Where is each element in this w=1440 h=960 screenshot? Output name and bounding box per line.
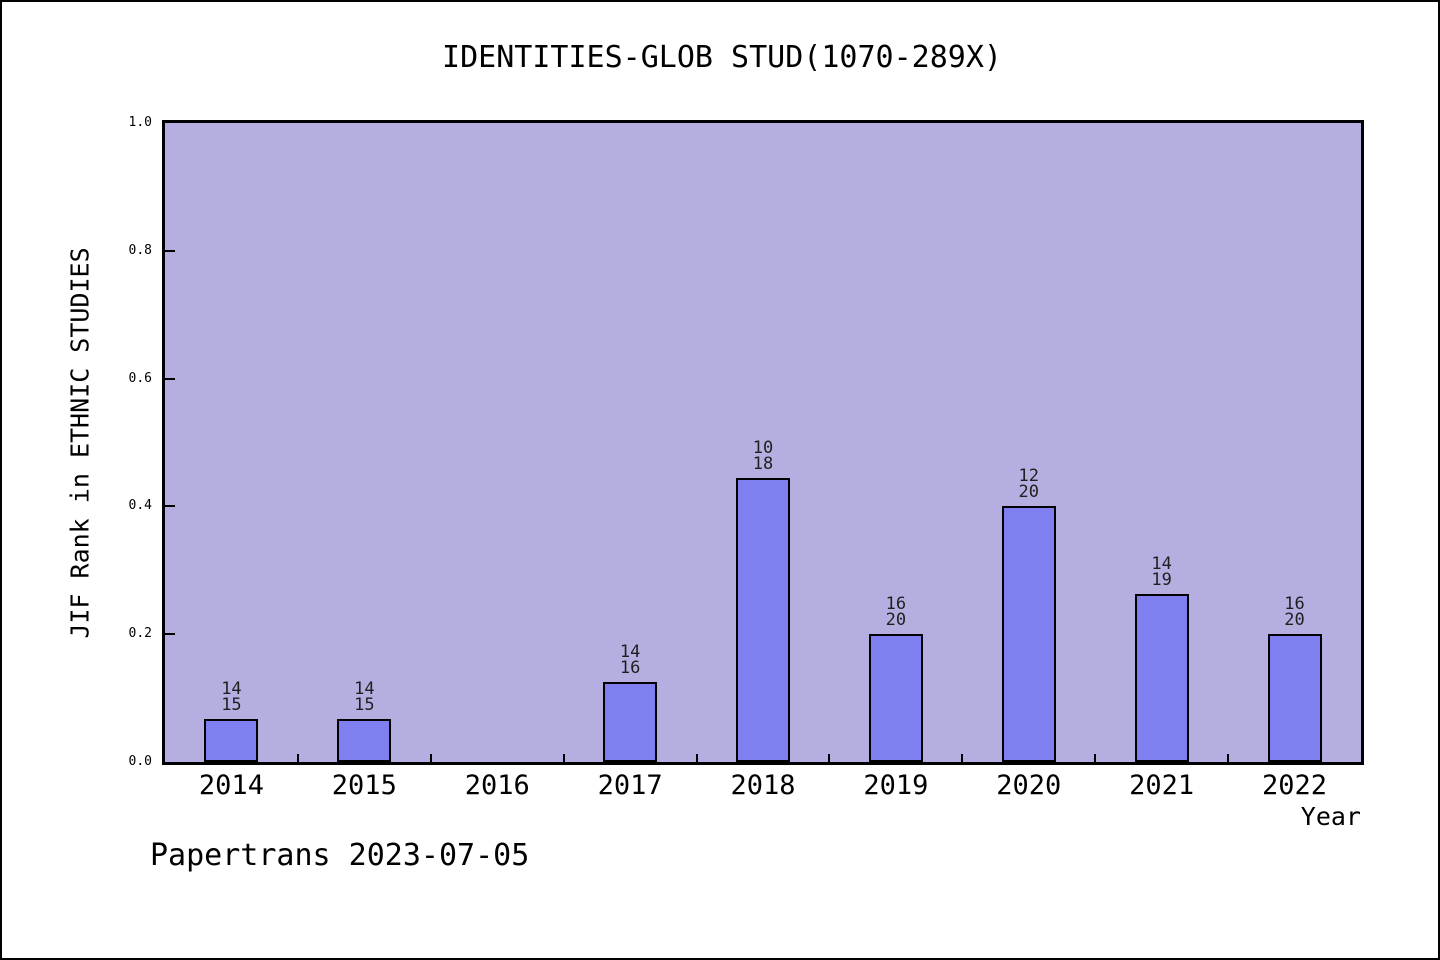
bar-annotation: 16 20 <box>1284 594 1305 630</box>
bar <box>337 719 391 762</box>
bar <box>869 634 923 762</box>
y-tick-label: 1.0 <box>128 115 152 130</box>
bar <box>1135 594 1189 762</box>
x-tick-label: 2019 <box>863 770 929 801</box>
bar-annotation: 16 20 <box>885 594 907 630</box>
x-tick-label: 2018 <box>730 770 796 801</box>
x-tick-label: 2014 <box>198 770 264 801</box>
x-tick-label: 2017 <box>597 770 663 801</box>
y-tick-mark <box>165 249 175 252</box>
x-tick-label: 2021 <box>1129 770 1195 801</box>
x-tick-label: 2015 <box>331 770 397 801</box>
y-tick-label: 0.0 <box>128 754 152 769</box>
bar <box>204 719 258 762</box>
x-tick-mark <box>1227 754 1230 762</box>
x-tick-mark <box>695 754 698 762</box>
x-axis-label: Year <box>1300 802 1361 831</box>
y-tick-mark <box>165 377 175 380</box>
bar <box>1002 506 1056 762</box>
chart-title: IDENTITIES-GLOB STUD(1070-289X) <box>442 40 1002 75</box>
bar <box>736 478 790 762</box>
x-tick-mark <box>429 754 432 762</box>
bar-annotation: 14 15 <box>221 679 242 715</box>
bar-annotation: 14 15 <box>354 679 375 715</box>
x-tick-label: 2020 <box>996 770 1062 801</box>
bar-annotation: 12 20 <box>1018 466 1040 502</box>
bar-annotation: 14 19 <box>1151 554 1172 590</box>
footer-text: Papertrans 2023-07-05 <box>150 838 530 873</box>
y-tick-label: 0.4 <box>128 498 152 514</box>
x-tick-label: 2016 <box>464 770 530 801</box>
x-tick-label: 2022 <box>1262 770 1328 801</box>
bar <box>603 682 657 762</box>
y-tick-mark <box>165 633 175 636</box>
bar <box>1268 634 1322 762</box>
x-tick-mark <box>296 754 299 762</box>
x-tick-mark <box>828 754 831 762</box>
y-axis-label: JIF Rank in ETHNIC STUDIES <box>65 246 95 639</box>
bar-annotation: 14 16 <box>619 642 641 678</box>
bar-annotation: 10 18 <box>752 438 774 474</box>
y-tick-label: 0.2 <box>128 626 152 642</box>
x-tick-mark <box>1094 754 1097 762</box>
y-tick-label: 0.8 <box>128 242 152 258</box>
y-tick-mark <box>165 505 175 508</box>
y-tick-label: 0.6 <box>128 370 152 386</box>
x-tick-mark <box>562 754 565 762</box>
x-tick-mark <box>961 754 964 762</box>
